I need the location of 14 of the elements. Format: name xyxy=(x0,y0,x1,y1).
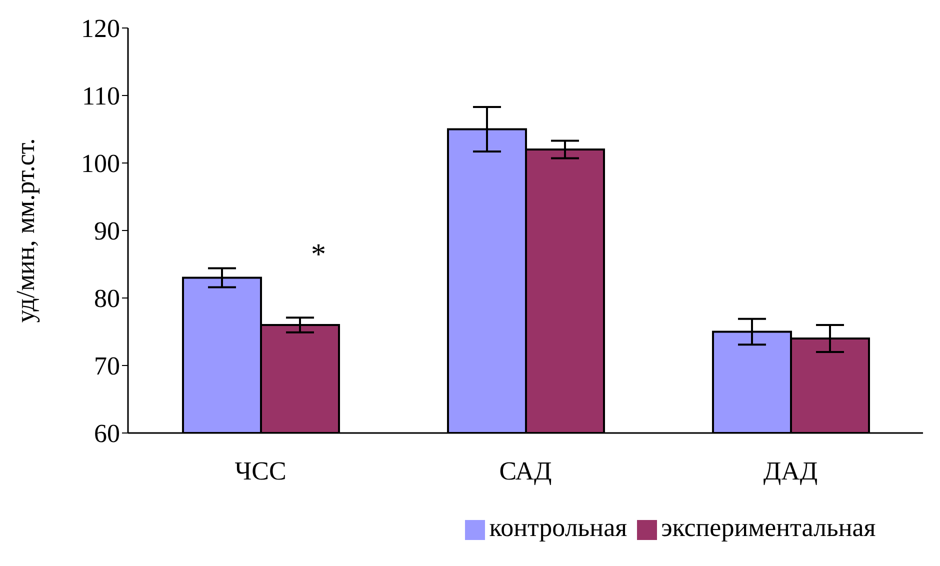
x-tick-label: САД xyxy=(499,456,552,486)
x-tick-label: ЧСС xyxy=(234,456,286,486)
y-tick-label: 60 xyxy=(94,419,120,448)
annotation: * xyxy=(311,238,326,271)
y-tick-label: 80 xyxy=(94,284,120,314)
y-tick-label: 90 xyxy=(94,216,120,246)
legend-label: экспериментальная xyxy=(661,513,876,542)
y-tick-label: 110 xyxy=(82,82,120,111)
y-tick-label: 100 xyxy=(81,149,120,178)
y-axis-title: уд/мин, мм.рт.ст. xyxy=(11,138,40,323)
legend-label: контрольная xyxy=(489,513,628,542)
x-tick-label: ДАД xyxy=(763,456,818,486)
y-tick-label: 120 xyxy=(81,14,120,44)
y-tick-label: 70 xyxy=(94,352,120,381)
